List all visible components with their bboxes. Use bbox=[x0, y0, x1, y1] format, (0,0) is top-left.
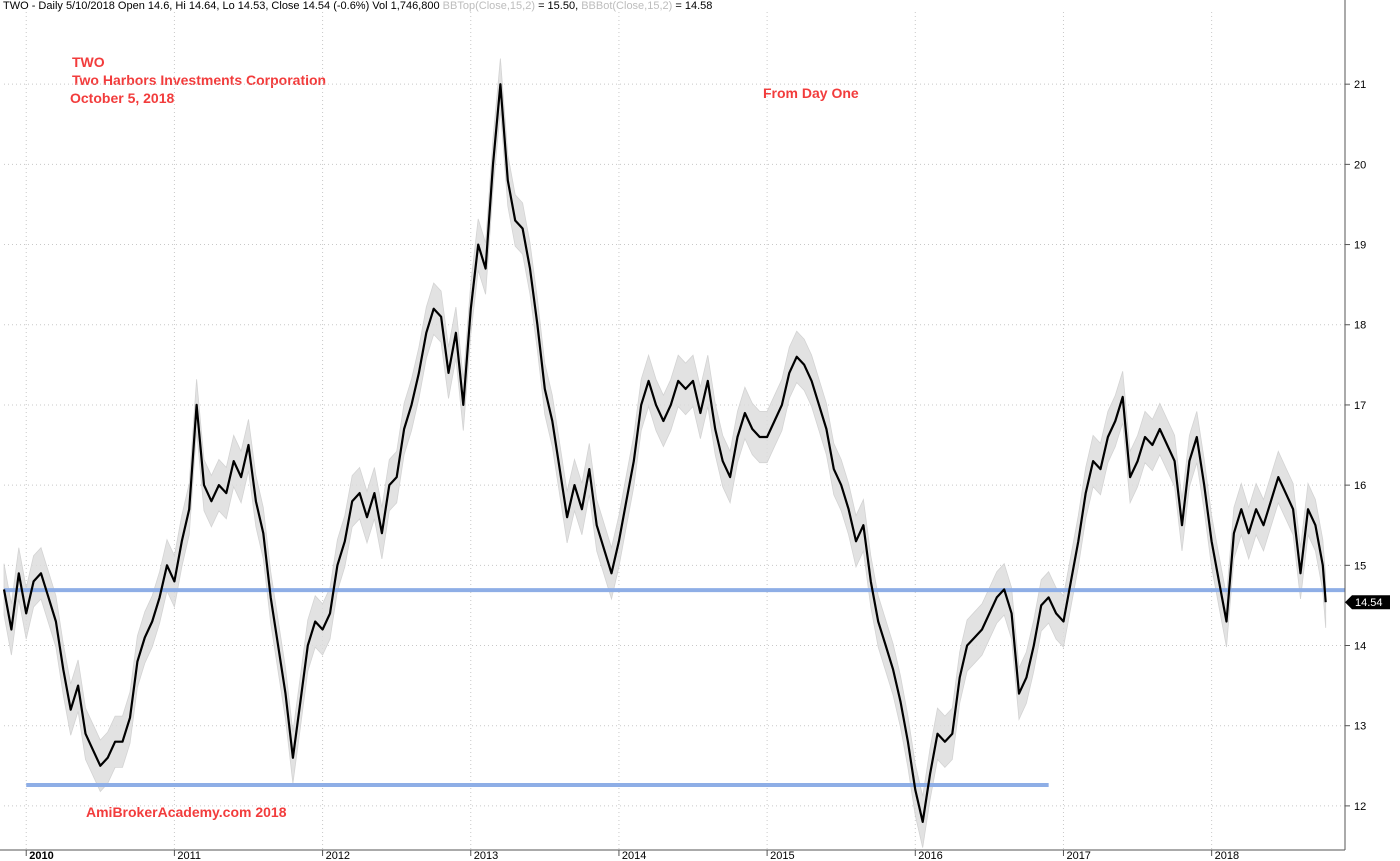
support-lines bbox=[4, 588, 1345, 788]
y-tick-label: 20 bbox=[1354, 159, 1366, 171]
x-tick-label: 2017 bbox=[1066, 850, 1090, 861]
quote-text: TWO - Daily 5/10/2018 Open 14.6, Hi 14.6… bbox=[3, 0, 440, 12]
bbtop-label: BBTop(Close,15,2) bbox=[442, 0, 535, 12]
price-line bbox=[2, 83, 1327, 823]
bollinger-band-area bbox=[3, 58, 1327, 848]
x-tick-label: 2018 bbox=[1215, 850, 1239, 861]
annotation-company: Two Harbors Investments Corporation bbox=[72, 72, 327, 88]
x-tick-label: 2013 bbox=[474, 850, 498, 861]
y-tick-label: 18 bbox=[1354, 320, 1366, 332]
price-tag-box bbox=[1345, 595, 1390, 610]
x-tick-label: 2010 bbox=[29, 850, 53, 861]
y-tick-label: 19 bbox=[1354, 240, 1366, 252]
y-tick-label: 17 bbox=[1354, 400, 1366, 412]
watermark-text: AmiBrokerAcademy.com 2018 bbox=[86, 804, 287, 820]
y-tick-label: 15 bbox=[1354, 560, 1366, 572]
annotation-ticker: TWO bbox=[72, 54, 105, 70]
price-series bbox=[2, 83, 1327, 823]
bbtop-value: = 15.50, bbox=[538, 0, 579, 12]
bbbot-value: = 14.58 bbox=[675, 0, 713, 12]
bollinger-band bbox=[3, 58, 1327, 848]
y-tick-label: 21 bbox=[1354, 79, 1366, 91]
x-tick-label: 2016 bbox=[918, 850, 942, 861]
last-price-tag: 14.54 bbox=[1345, 595, 1390, 610]
x-tick-label: 2012 bbox=[326, 850, 350, 861]
y-axis: 12 13 14 15 16 17 18 19 20 21 bbox=[1344, 0, 1366, 850]
chart-header: TWO - Daily 5/10/2018 Open 14.6, Hi 14.6… bbox=[3, 0, 712, 12]
y-tick-label: 13 bbox=[1354, 721, 1366, 733]
x-tick-label: 2014 bbox=[622, 850, 646, 861]
y-tick-label: 16 bbox=[1354, 480, 1366, 492]
bbbot-label: BBBot(Close,15,2) bbox=[581, 0, 673, 12]
annotation-subtitle: From Day One bbox=[763, 85, 859, 101]
x-axis: 2010 2011 2012 2013 2014 2015 2016 2017 2018 bbox=[0, 849, 1345, 861]
y-tick-label: 12 bbox=[1354, 801, 1366, 813]
price-tag-label: 14.54 bbox=[1355, 597, 1383, 609]
annotation-date: October 5, 2018 bbox=[70, 90, 175, 106]
x-tick-label: 2011 bbox=[177, 850, 201, 861]
y-tick-label: 14 bbox=[1354, 641, 1366, 653]
x-tick-label: 2015 bbox=[770, 850, 794, 861]
